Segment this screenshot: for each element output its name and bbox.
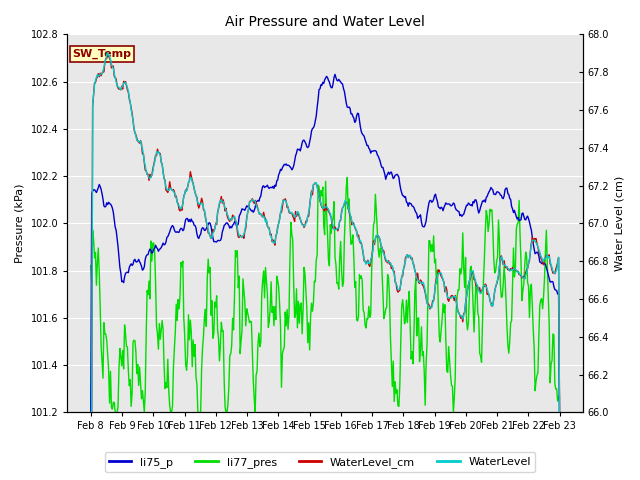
Legend: li75_p, li77_pres, WaterLevel_cm, WaterLevel: li75_p, li77_pres, WaterLevel_cm, WaterL… [104,452,536,472]
Text: SW_Temp: SW_Temp [72,49,131,60]
Y-axis label: Water Level (cm): Water Level (cm) [615,176,625,271]
Title: Air Pressure and Water Level: Air Pressure and Water Level [225,15,425,29]
Y-axis label: Pressure (kPa): Pressure (kPa) [15,184,25,263]
